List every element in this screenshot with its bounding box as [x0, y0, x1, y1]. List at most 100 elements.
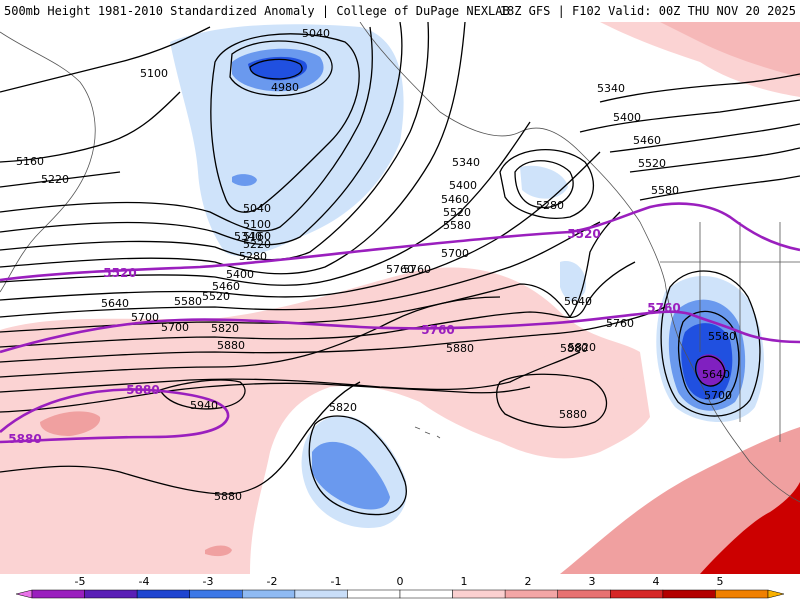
- contour-5280-low: [514, 160, 574, 209]
- colorbar-panel: -5 -4 -3 -2 -1 0 1 2 3 4 5: [0, 574, 800, 600]
- highlight-contour-label: 5760: [421, 323, 454, 337]
- contour-label: 5520: [443, 206, 471, 219]
- highlight-contours: [0, 202, 800, 444]
- contour-label: 5580: [708, 330, 736, 343]
- contour-label: 4980: [271, 81, 299, 94]
- colorbar-tick-label: -2: [267, 575, 278, 588]
- contour-label: 5520: [202, 290, 230, 303]
- contour-lo-3: [0, 22, 430, 261]
- negative-anomaly-cutoff-core: [697, 354, 726, 386]
- contour-5220-west: [0, 171, 121, 188]
- contour-label: 5160: [16, 155, 44, 168]
- contour-label: 5340: [452, 156, 480, 169]
- positive-anomaly-west-pocket: [40, 411, 101, 436]
- negative-anomaly-north-center: [248, 56, 308, 81]
- contour-5520-east: [629, 147, 800, 173]
- contour-label: 5880: [217, 339, 245, 352]
- negative-anomaly-pacific-nw: [520, 165, 568, 199]
- colorbar-tick-label: -1: [331, 575, 342, 588]
- contour-lo-2: [0, 22, 403, 246]
- colorbar-tick-label: 4: [653, 575, 660, 588]
- highlight-label-layer: 5520 5520 5760 5760 5880 5880: [8, 227, 680, 446]
- contour-5700: [0, 306, 666, 363]
- colorbar: -5 -4 -3 -2 -1 0 1 2 3 4 5: [15, 575, 785, 599]
- contour-label: 5700: [441, 247, 469, 260]
- contour-label: 5580: [651, 184, 679, 197]
- contour-label: 5340: [234, 230, 262, 243]
- colorbar-tick-label: 1: [461, 575, 468, 588]
- highlight-contour-label: 5880: [8, 432, 41, 446]
- positive-anomaly-southeast-core: [700, 482, 800, 574]
- title-bar: 500mb Height 1981-2010 Standardized Anom…: [0, 0, 800, 22]
- contour-label: 5640: [564, 295, 592, 308]
- colorbar-segment: [242, 589, 296, 599]
- contour-5820: [0, 351, 581, 393]
- contour-lo-1: [0, 26, 373, 232]
- contour-5640: [0, 261, 636, 348]
- contour-5940: [159, 379, 246, 410]
- colorbar-segment: [399, 589, 453, 599]
- contour-label: 5340: [597, 82, 625, 95]
- contour-label: 5280: [239, 250, 267, 263]
- highlight-contour-label: 5520: [103, 266, 136, 280]
- contour-4980: [249, 58, 303, 80]
- contour-lo-4: [0, 22, 466, 275]
- model-run-info: 18Z GFS | F102 Valid: 00Z THU NOV 20 202…: [499, 4, 796, 18]
- contour-label: 5160: [243, 230, 271, 243]
- contour-label: 5100: [243, 218, 271, 231]
- colorbar-segment: [294, 589, 348, 599]
- anomaly-map: 5040 4980 5100 5160 5220 5040 5100 5160 …: [0, 22, 800, 574]
- contour-cutoff-5640: [677, 310, 740, 405]
- contour-5040-north: [229, 40, 333, 97]
- colorbar-segment: [662, 589, 716, 599]
- contour-5460: [0, 151, 601, 301]
- colorbar-tick-label: 0: [397, 575, 404, 588]
- contour-label: 5580: [443, 219, 471, 232]
- contour-5820-central: [308, 415, 407, 516]
- negative-anomaly-central-pacific-core: [312, 441, 390, 510]
- contour-label: 5820: [211, 322, 239, 335]
- colorbar-segment: [452, 589, 506, 599]
- contour-5340-east: [599, 73, 800, 103]
- contour-label: 5640: [702, 368, 730, 381]
- contour-5400-east: [579, 99, 800, 133]
- contour-5100-north: [0, 26, 211, 93]
- contour-label: 5220: [243, 238, 271, 251]
- colorbar-tick-label: 5: [717, 575, 724, 588]
- contour-cutoff-5700: [695, 355, 726, 387]
- colorbar-segment: [31, 589, 85, 599]
- colorbar-tick-label: -4: [139, 575, 150, 588]
- colorbar-tick-label: -3: [203, 575, 214, 588]
- contour-5400: [0, 121, 531, 286]
- positive-anomaly-band: [0, 267, 650, 574]
- contour-label: 5100: [140, 67, 168, 80]
- contour-label: 5040: [243, 202, 271, 215]
- contour-5340-loop: [499, 149, 594, 219]
- coastline-islands: [414, 426, 441, 439]
- colorbar-tick-label: 3: [589, 575, 596, 588]
- map-title: 500mb Height 1981-2010 Standardized Anom…: [4, 4, 510, 18]
- contour-label: 5820: [568, 341, 596, 354]
- highlight-contour-5760: [0, 310, 800, 354]
- colorbar-tick-label: -5: [75, 575, 86, 588]
- colorbar-segment: [504, 589, 558, 599]
- contour-label: 5040: [302, 27, 330, 40]
- contour-label: 5880: [559, 408, 587, 421]
- contour-label-layer: 5040 4980 5100 5160 5220 5040 5100 5160 …: [16, 27, 736, 503]
- contour-label: 5400: [613, 111, 641, 124]
- highlight-contour-label: 5760: [647, 301, 680, 315]
- colorbar-ticks: -5 -4 -3 -2 -1 0 1 2 3 4 5: [75, 575, 724, 588]
- colorbar-segment: [84, 589, 138, 599]
- contour-label: 5940: [190, 399, 218, 412]
- contour-label: 5760: [403, 263, 431, 276]
- highlight-contour-label: 5520: [567, 227, 600, 241]
- contour-label: 5700: [704, 389, 732, 402]
- contour-5460-east: [609, 123, 800, 153]
- highlight-contour-5880: [0, 388, 230, 444]
- contour-5880-south: [0, 381, 361, 495]
- colorbar-segment: [715, 589, 769, 599]
- contour-label: 5700: [161, 321, 189, 334]
- contour-label: 5460: [633, 134, 661, 147]
- contour-label: 5880: [446, 342, 474, 355]
- colorbar-segment: [610, 589, 664, 599]
